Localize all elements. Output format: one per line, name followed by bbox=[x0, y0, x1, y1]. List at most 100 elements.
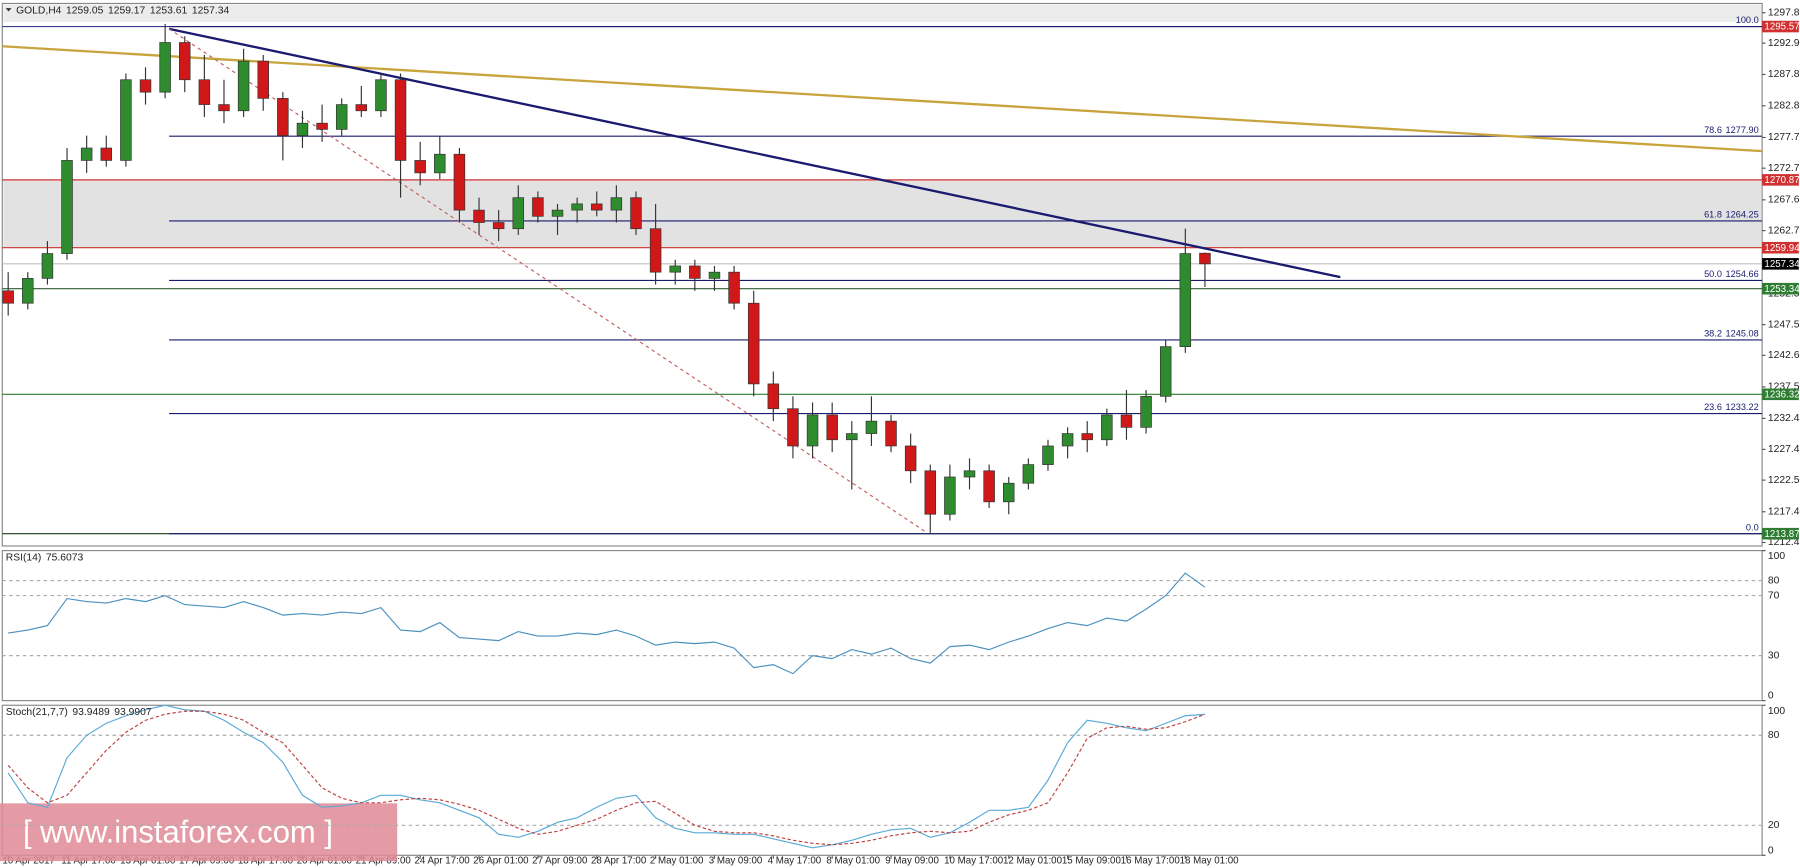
level-box bbox=[1762, 388, 1799, 401]
fib-price-label: 1245.08 bbox=[1726, 329, 1759, 339]
header-value: 1257.34 bbox=[192, 5, 230, 16]
candle-body bbox=[355, 104, 368, 112]
candle-body bbox=[649, 228, 662, 273]
level-label: 1213.87 bbox=[1764, 529, 1799, 540]
fib-ratio-label: 38.2 bbox=[1704, 329, 1722, 339]
chart-title: GOLD,H4 bbox=[16, 5, 62, 16]
y-tick-label: 1277.70 bbox=[1768, 132, 1800, 143]
top-strip bbox=[3, 4, 1761, 22]
y-tick-label: 80 bbox=[1768, 730, 1780, 741]
y-tick-label: 1267.65 bbox=[1768, 195, 1800, 206]
fib-ratio-label: 61.8 bbox=[1704, 210, 1722, 220]
x-tick-label: 17 Apr 09:00 bbox=[179, 856, 235, 867]
panel-frame bbox=[1, 2, 1763, 547]
y-tick-label: 100 bbox=[1768, 551, 1785, 562]
y-tick-label: 1262.70 bbox=[1768, 225, 1800, 236]
y-tick-label: 30 bbox=[1768, 650, 1780, 661]
candle-body bbox=[532, 197, 544, 217]
indicator-title: RSI(14) bbox=[6, 552, 42, 563]
candle-body bbox=[492, 222, 505, 230]
candle-body bbox=[708, 271, 721, 279]
y-tick-label: 70 bbox=[1768, 590, 1780, 601]
y-tick-label: 1212.45 bbox=[1768, 537, 1800, 548]
x-tick-label: 4 May 17:00 bbox=[768, 856, 822, 867]
candle-body bbox=[41, 253, 54, 279]
y-tick-label: 1297.80 bbox=[1768, 7, 1800, 18]
candle-body bbox=[1199, 252, 1211, 265]
candle-body bbox=[296, 122, 309, 136]
candle-body bbox=[787, 408, 799, 447]
level-box bbox=[1762, 20, 1799, 33]
level-box bbox=[1762, 174, 1799, 186]
resistance-zone bbox=[3, 179, 1761, 248]
candle-body bbox=[414, 160, 426, 174]
candle-body bbox=[944, 476, 956, 515]
candle-body bbox=[591, 203, 603, 211]
candle-body bbox=[1179, 253, 1192, 347]
y-tick-label: 1247.55 bbox=[1768, 319, 1800, 330]
candle-body bbox=[1101, 414, 1113, 441]
y-tick-label: 1242.60 bbox=[1768, 350, 1800, 361]
y-tick-label: 1292.90 bbox=[1768, 38, 1800, 49]
candle-body bbox=[865, 420, 878, 434]
indicator-value: 75.6073 bbox=[46, 552, 84, 563]
candle-body bbox=[61, 160, 73, 254]
x-tick-label: 21 Apr 09:00 bbox=[356, 856, 412, 867]
candle-body bbox=[394, 79, 407, 161]
candle-body bbox=[767, 383, 780, 410]
candle-body bbox=[179, 42, 191, 81]
candle-body bbox=[257, 60, 269, 99]
y-tick-label: 1272.75 bbox=[1768, 163, 1800, 174]
y-tick-label: 100 bbox=[1768, 706, 1785, 717]
x-tick-label: 12 May 01:00 bbox=[1003, 856, 1063, 867]
indicator-value: 93.9907 bbox=[114, 707, 152, 718]
y-tick-label: 1287.85 bbox=[1768, 69, 1800, 80]
x-tick-label: 24 Apr 17:00 bbox=[414, 856, 470, 867]
fib-ratio-label: 0.0 bbox=[1746, 522, 1759, 532]
level-box bbox=[1762, 527, 1799, 540]
candle-body bbox=[610, 197, 623, 211]
candle-body bbox=[139, 79, 152, 93]
candle-body bbox=[1081, 433, 1093, 441]
indicator-header: RSI(14) 75.6073 bbox=[6, 552, 84, 563]
candle-body bbox=[551, 209, 564, 217]
level-label: 1253.34 bbox=[1764, 284, 1800, 295]
fib-price-label: 1254.66 bbox=[1726, 269, 1759, 279]
y-tick-label: 1222.50 bbox=[1768, 475, 1800, 486]
x-tick-label: 18 Apr 17:00 bbox=[238, 856, 294, 867]
x-tick-label: 20 Apr 01:00 bbox=[297, 856, 353, 867]
candle-body bbox=[1003, 482, 1015, 503]
fib-ratio-label: 50.0 bbox=[1704, 269, 1722, 279]
candle-body bbox=[316, 122, 328, 130]
header-value: 1253.61 bbox=[150, 5, 188, 16]
level-label: 1295.57 bbox=[1764, 22, 1799, 33]
candle-body bbox=[473, 209, 485, 223]
candle-body bbox=[728, 271, 740, 304]
x-tick-label: 10 May 17:00 bbox=[944, 856, 1004, 867]
level-box bbox=[1762, 241, 1799, 254]
level-box bbox=[1762, 258, 1799, 270]
fib-price-label: 1233.22 bbox=[1726, 402, 1759, 412]
level-label: 1270.87 bbox=[1764, 175, 1799, 186]
y-tick-label: 1227.45 bbox=[1768, 444, 1800, 455]
level-label: 1257.34 bbox=[1764, 259, 1800, 270]
candle-body bbox=[375, 79, 387, 112]
y-tick-label: 1217.40 bbox=[1768, 506, 1800, 517]
candle-body bbox=[806, 414, 819, 447]
candle-body bbox=[22, 278, 34, 304]
x-tick-label: 27 Apr 09:00 bbox=[532, 856, 588, 867]
x-tick-label: 18 May 01:00 bbox=[1180, 856, 1240, 867]
y-tick-label: 1232.45 bbox=[1768, 413, 1800, 424]
indicator-line bbox=[7, 710, 1206, 846]
candle-body bbox=[1061, 433, 1074, 447]
fib-price-label: 1277.90 bbox=[1726, 125, 1759, 135]
level-box bbox=[1762, 282, 1799, 295]
x-tick-label: 13 Apr 01:00 bbox=[120, 856, 176, 867]
y-tick-label: 0 bbox=[1768, 691, 1774, 702]
candle-body bbox=[237, 60, 250, 112]
candle-body bbox=[904, 445, 917, 472]
candle-body bbox=[453, 153, 466, 211]
candle-body bbox=[434, 153, 446, 174]
candle-body bbox=[885, 420, 897, 447]
